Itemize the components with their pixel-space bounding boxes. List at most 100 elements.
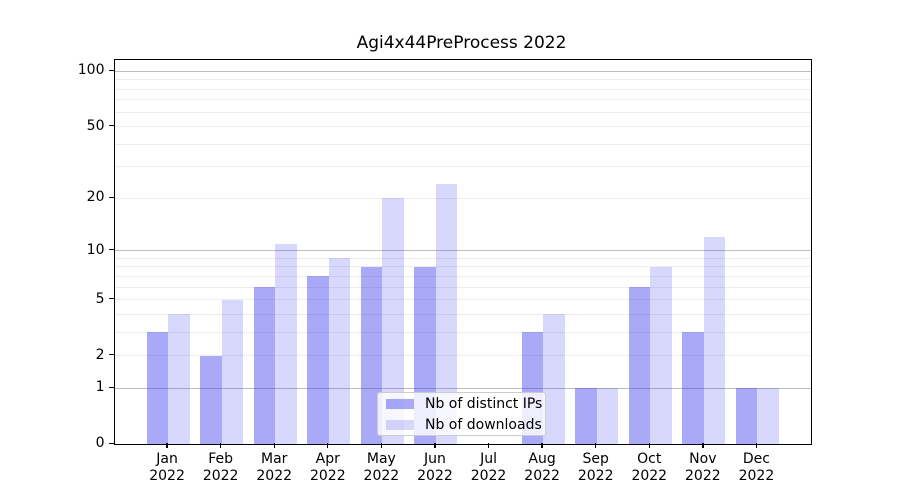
y-tick-50 (108, 124, 114, 127)
gridline-minor-7 (114, 275, 811, 277)
y-tick-1 (108, 386, 114, 388)
x-tick-mar (273, 443, 275, 449)
x-tick-aug (541, 443, 543, 449)
x-tick-label-month: Sep (582, 451, 609, 468)
bar-jan-distinct-ips (146, 332, 169, 445)
x-tick-label-apr: Apr 2022 (310, 451, 346, 485)
bar-feb-downloads (221, 299, 244, 445)
x-tick-label-jul: Jul 2022 (471, 451, 507, 485)
x-tick-label-month: Aug (528, 451, 556, 468)
bar-mar-downloads (275, 243, 297, 445)
x-tick-label-month: Jul (480, 451, 497, 468)
x-tick-label-month: Dec (742, 451, 770, 468)
gridline-minor-6 (114, 286, 811, 288)
x-tick-label-year: 2022 (470, 468, 507, 485)
y-tick-label-5: 5 (95, 290, 105, 307)
bar-apr-distinct-ips (307, 276, 329, 445)
x-tick-label-month: May (366, 451, 396, 468)
x-tick-label-month: Apr (315, 451, 340, 468)
gridline-minor-3 (114, 331, 811, 333)
legend-swatch-distinct-ips (386, 398, 414, 409)
y-tick-label-50: 50 (86, 117, 105, 134)
x-tick-apr (327, 443, 329, 449)
plot-area (113, 58, 812, 446)
x-tick-label-year: 2022 (149, 468, 185, 485)
x-tick-label-year: 2022 (631, 468, 668, 485)
bar-dec-downloads (757, 388, 779, 445)
x-tick-label-mar: Mar 2022 (256, 451, 292, 485)
bar-aug-downloads (543, 314, 565, 445)
gridline-minor-70 (114, 99, 811, 101)
y-tick-label-2: 2 (95, 346, 105, 363)
x-tick-label-year: 2022 (524, 468, 560, 485)
x-tick-sep (594, 443, 597, 449)
gridline-minor-50 (114, 126, 811, 128)
x-tick-label-month: Oct (637, 451, 662, 468)
x-tick-jul (487, 443, 490, 449)
x-tick-label-jan: Jan 2022 (149, 451, 185, 485)
legend-item-distinct-ips: Nb of distinct IPs (378, 395, 545, 412)
y-tick-label-20: 20 (86, 189, 105, 206)
y-tick-0 (108, 442, 114, 444)
gridline-minor-2 (114, 355, 811, 357)
gridline-minor-5 (114, 299, 811, 301)
y-tick-20 (108, 196, 114, 198)
x-tick-label-may: May 2022 (364, 451, 400, 485)
legend-item-downloads: Nb of downloads (378, 416, 545, 433)
chart-title: Agi4x44PreProcess 2022 (356, 33, 567, 53)
bar-nov-distinct-ips (682, 332, 704, 445)
x-tick-label-jun: Jun 2022 (417, 451, 453, 485)
bar-mar-distinct-ips (253, 287, 276, 445)
y-tick-10 (108, 248, 114, 251)
x-tick-label-year: 2022 (309, 468, 346, 485)
x-tick-oct (648, 443, 650, 449)
bar-may-downloads (382, 198, 404, 445)
bar-apr-downloads (328, 258, 351, 445)
x-tick-jun (434, 443, 436, 449)
y-tick-label-100: 100 (77, 62, 105, 79)
legend-label-downloads: Nb of downloads (425, 416, 542, 433)
gridline-major-100 (114, 70, 811, 72)
x-tick-label-year: 2022 (738, 468, 775, 485)
x-tick-label-year: 2022 (363, 468, 400, 485)
bar-sep-distinct-ips (575, 388, 597, 445)
bar-nov-downloads (703, 237, 726, 445)
gridline-minor-4 (114, 313, 811, 315)
gridline-major-10 (114, 250, 811, 252)
bar-feb-distinct-ips (200, 355, 222, 445)
gridline-minor-80 (114, 88, 811, 90)
x-tick-label-year: 2022 (256, 468, 293, 485)
x-tick-may (380, 443, 383, 449)
x-tick-label-year: 2022 (202, 468, 239, 485)
bar-sep-downloads (596, 388, 619, 445)
legend: Nb of distinct IPs Nb of downloads (377, 392, 546, 436)
x-tick-label-month: Jun (424, 451, 446, 468)
gridline-minor-40 (114, 143, 811, 145)
x-tick-label-month: Jan (156, 451, 178, 468)
x-tick-label-month: Nov (689, 451, 717, 468)
x-tick-feb (219, 443, 222, 449)
y-tick-label-10: 10 (86, 241, 105, 258)
bar-oct-downloads (650, 266, 672, 445)
x-tick-label-sep: Sep 2022 (578, 451, 614, 485)
x-tick-dec (755, 443, 758, 449)
gridline-minor-60 (114, 111, 811, 113)
x-tick-label-year: 2022 (685, 468, 721, 485)
x-tick-label-dec: Dec 2022 (739, 451, 775, 485)
y-tick-100 (108, 69, 114, 72)
bar-oct-distinct-ips (628, 287, 651, 445)
x-tick-label-feb: Feb 2022 (203, 451, 239, 485)
gridline-minor-90 (114, 79, 811, 81)
y-tick-label-1: 1 (95, 379, 105, 396)
y-tick-2 (108, 353, 114, 356)
x-tick-label-year: 2022 (577, 468, 614, 485)
x-tick-jan (166, 443, 168, 449)
gridline-major-1 (114, 387, 811, 389)
x-tick-nov (702, 443, 704, 449)
bar-dec-distinct-ips (735, 388, 758, 445)
x-tick-label-month: Feb (208, 451, 234, 468)
x-tick-label-month: Mar (261, 451, 288, 468)
x-tick-label-year: 2022 (417, 468, 453, 485)
x-tick-label-aug: Aug 2022 (524, 451, 560, 485)
